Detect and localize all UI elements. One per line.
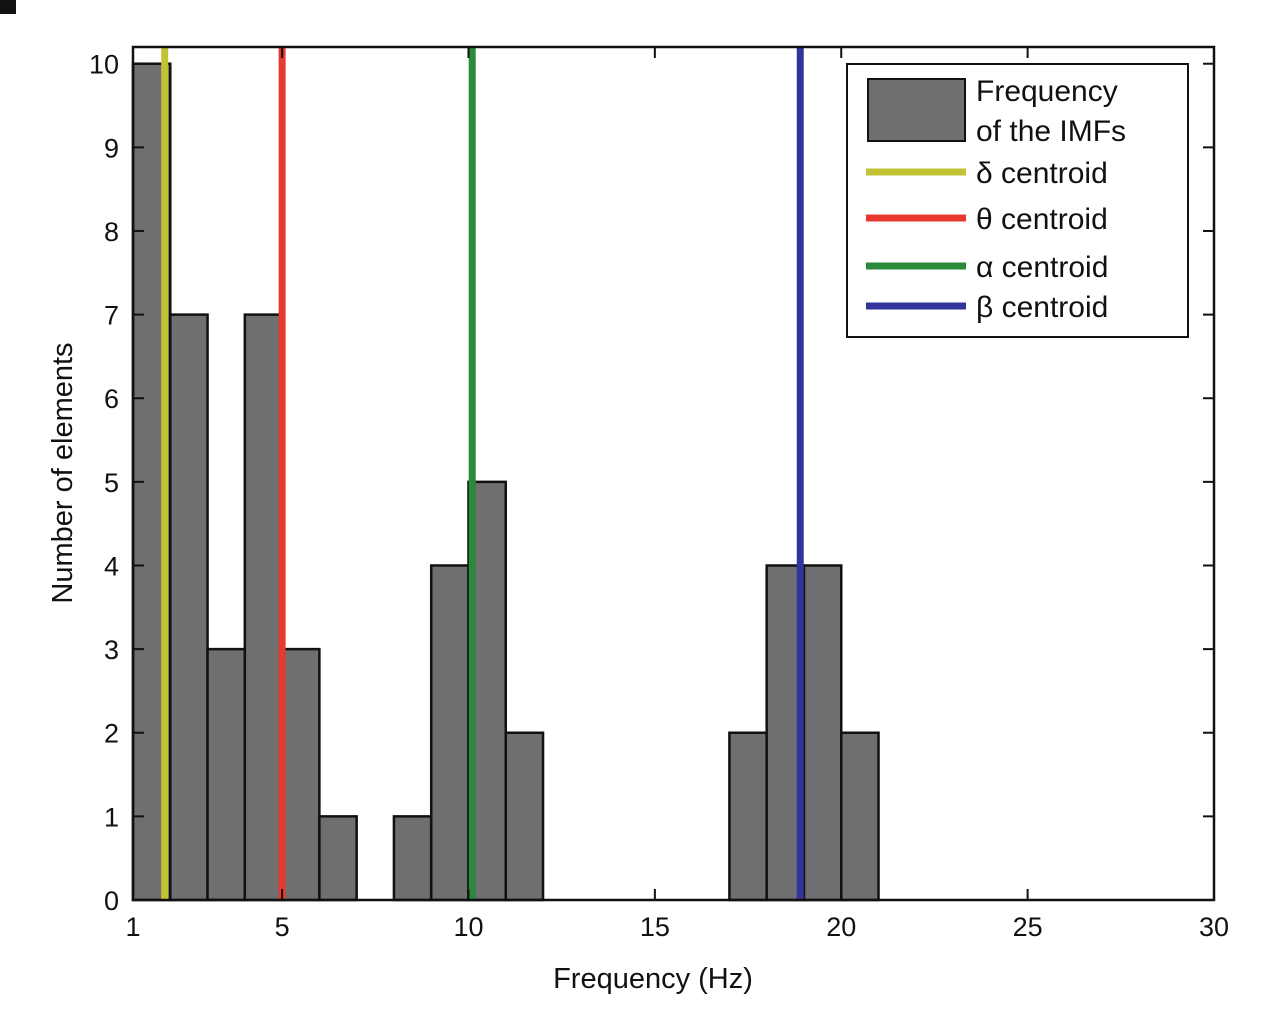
y-tick-label: 7 bbox=[104, 301, 119, 331]
y-tick-label: 5 bbox=[104, 468, 119, 498]
x-axis-label: Frequency (Hz) bbox=[553, 963, 753, 995]
y-tick-label: 9 bbox=[104, 133, 119, 163]
histogram-bar bbox=[169, 313, 209, 902]
bars-group bbox=[131, 62, 880, 902]
plot-frame bbox=[131, 45, 1216, 902]
x-tick-label: 25 bbox=[1013, 912, 1043, 942]
y-tick-label: 2 bbox=[104, 719, 119, 749]
legend-label-centroid: δ centroid bbox=[976, 157, 1108, 190]
histogram-bar bbox=[318, 815, 358, 902]
x-tick-label: 5 bbox=[275, 912, 290, 942]
y-tick-label: 10 bbox=[89, 50, 119, 80]
x-tick-label: 1 bbox=[125, 912, 140, 942]
y-tick-label: 0 bbox=[104, 886, 119, 916]
x-tick-label: 10 bbox=[453, 912, 483, 942]
legend-label-centroid: α centroid bbox=[976, 251, 1108, 284]
y-tick-label: 4 bbox=[104, 551, 119, 581]
legend-label-histogram-2: of the IMFs bbox=[976, 115, 1126, 148]
histogram-bar bbox=[728, 731, 768, 902]
x-tick-label: 30 bbox=[1199, 912, 1229, 942]
y-tick-label: 8 bbox=[104, 217, 119, 247]
x-tick-label: 15 bbox=[640, 912, 670, 942]
panel-marker bbox=[0, 0, 16, 14]
legend-label-histogram-1: Frequency bbox=[976, 75, 1118, 108]
legend-swatch-histogram bbox=[867, 78, 966, 142]
histogram-bar bbox=[280, 647, 321, 902]
y-tick-label: 6 bbox=[104, 384, 119, 414]
histogram-bar bbox=[206, 647, 247, 902]
legend: Frequency of the IMFs δ centroid θ centro… bbox=[846, 63, 1189, 338]
y-tick-label: 1 bbox=[104, 802, 119, 832]
y-tick-label: 3 bbox=[104, 635, 119, 665]
centroid-lines-group bbox=[161, 47, 804, 900]
x-tick-label: 20 bbox=[826, 912, 856, 942]
histogram-bar bbox=[429, 564, 470, 902]
histogram-bar bbox=[802, 564, 843, 902]
histogram-bar bbox=[504, 731, 545, 902]
legend-label-centroid: θ centroid bbox=[976, 203, 1108, 236]
histogram-bar bbox=[243, 313, 284, 902]
y-axis-label: Number of elements bbox=[47, 342, 79, 603]
histogram-bar bbox=[392, 815, 433, 902]
histogram-bar bbox=[839, 731, 880, 902]
legend-label-centroid: β centroid bbox=[976, 291, 1108, 324]
